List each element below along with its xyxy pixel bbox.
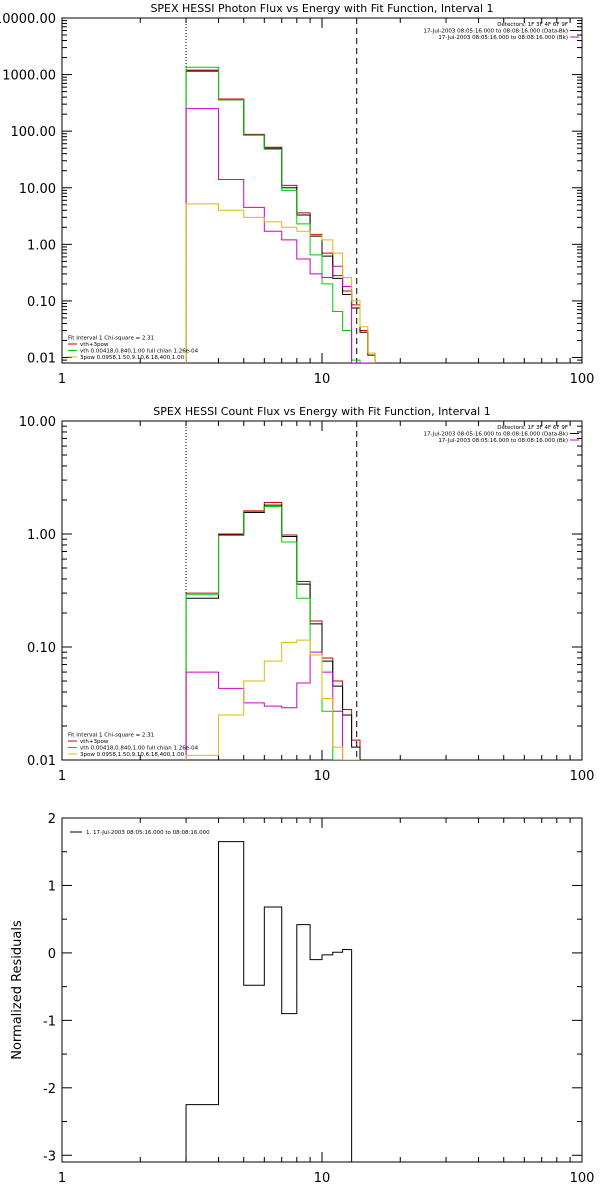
x-tick-label: 10 [314, 372, 331, 387]
y-tick-label: -1 [43, 1014, 56, 1029]
y-tick-label: 0.10 [27, 641, 56, 656]
y-tick-label: 10.00 [19, 415, 56, 430]
series-group [186, 842, 352, 1162]
y-tick-label: 0.01 [27, 754, 56, 769]
plot-frame [62, 18, 582, 363]
y-tick-label: -3 [43, 1149, 56, 1164]
x-tick-label: 100 [570, 769, 595, 784]
series-line-0 [186, 842, 352, 1162]
legend-top-right-text: 17-Jul-2003 08:05:16.000 to 08:08:16.000… [438, 438, 568, 444]
series-group [186, 67, 375, 363]
series-line-4 [186, 640, 360, 760]
series-line-2 [186, 507, 360, 760]
legend-bottom-left-text: Fit Interval 1 Chi-square = 2.31 [68, 733, 154, 739]
legend-top-left-text: 1. 17-Jul-2003 08:05:16.000 to 08:08:16.… [86, 830, 210, 836]
chart-title: SPEX HESSI Photon Flux vs Energy with Fi… [150, 2, 493, 15]
series-line-1 [186, 71, 375, 363]
y-tick-label: 0.10 [27, 295, 56, 310]
x-tick-label: 10 [314, 1171, 331, 1186]
series-group [186, 503, 360, 760]
count-flux-panel: SPEX HESSI Count Flux vs Energy with Fit… [19, 405, 595, 784]
series-line-2 [186, 67, 375, 363]
chart-title: SPEX HESSI Count Flux vs Energy with Fit… [153, 405, 490, 418]
y-tick-label: 10.00 [19, 182, 56, 197]
y-tick-label: 10000.00 [0, 12, 56, 27]
legend-top-right-text: Detectors: 1F 3F 4F 6F 9F [497, 22, 568, 28]
y-tick-label: -2 [43, 1082, 56, 1097]
legend-top-right-text: Detectors: 1F 3F 4F 6F 9F [497, 425, 568, 431]
series-line-0 [186, 70, 375, 363]
legend-bottom-left-text: vth 0.00418,0.840,1.00 full chian 1.26e-… [80, 746, 199, 752]
x-tick-label: 1 [58, 769, 66, 784]
y-tick-label: 0.01 [27, 352, 56, 367]
x-tick-label: 1 [58, 372, 66, 387]
y-tick-label: 1.00 [27, 528, 56, 543]
x-tick-label: 10 [314, 769, 331, 784]
residuals-panel: Normalized Residuals 1 10 100 -3 -2 -1 0 1 2 1. 17… [10, 812, 594, 1186]
legend-bottom-left-text: 3pow 0.0958,1.50,9.10,6.18,400,1.00 [80, 752, 185, 758]
legend-top-right-text: 17-Jul-2003 08:05:16.000 to 08:08:16.000… [424, 29, 569, 35]
y-tick-label: 1000.00 [2, 69, 56, 84]
photon-flux-panel: SPEX HESSI Photon Flux vs Energy with Fi… [0, 2, 594, 387]
series-line-4 [186, 204, 375, 363]
series-line-0 [186, 503, 360, 760]
y-tick-label: 1.00 [27, 238, 56, 253]
plot-frame [62, 818, 582, 1162]
series-line-3 [186, 652, 360, 760]
legend-bottom-left-text: vth+3pow [80, 739, 109, 745]
legend-bottom-left-text: vth 0.00418,0.840,1.00 full chian 1.26e-… [80, 349, 199, 355]
y-tick-label: 2 [48, 812, 56, 827]
legend-bottom-left-text: Fit Interval 1 Chi-square = 2.31 [68, 336, 154, 342]
series-line-1 [186, 505, 360, 760]
x-tick-label: 100 [570, 1171, 595, 1186]
y-axis-label: Normalized Residuals [10, 920, 25, 1060]
y-tick-label: 1 [48, 879, 56, 894]
legend-top-right-text: 17-Jul-2003 08:05:16.000 to 08:08:16.000… [424, 432, 569, 438]
legend-top-right-text: 17-Jul-2003 08:05:16.000 to 08:08:16.000… [438, 35, 568, 41]
y-tick-label: 100.00 [11, 125, 57, 140]
legend-bottom-left-text: vth+3pow [80, 342, 109, 348]
legend-bottom-left-text: 3pow 0.0958,1.50,9.10,6.18,400,1.00 [80, 355, 185, 361]
y-tick-label: 0 [48, 947, 56, 962]
x-tick-label: 1 [58, 1171, 66, 1186]
x-tick-label: 100 [570, 372, 595, 387]
